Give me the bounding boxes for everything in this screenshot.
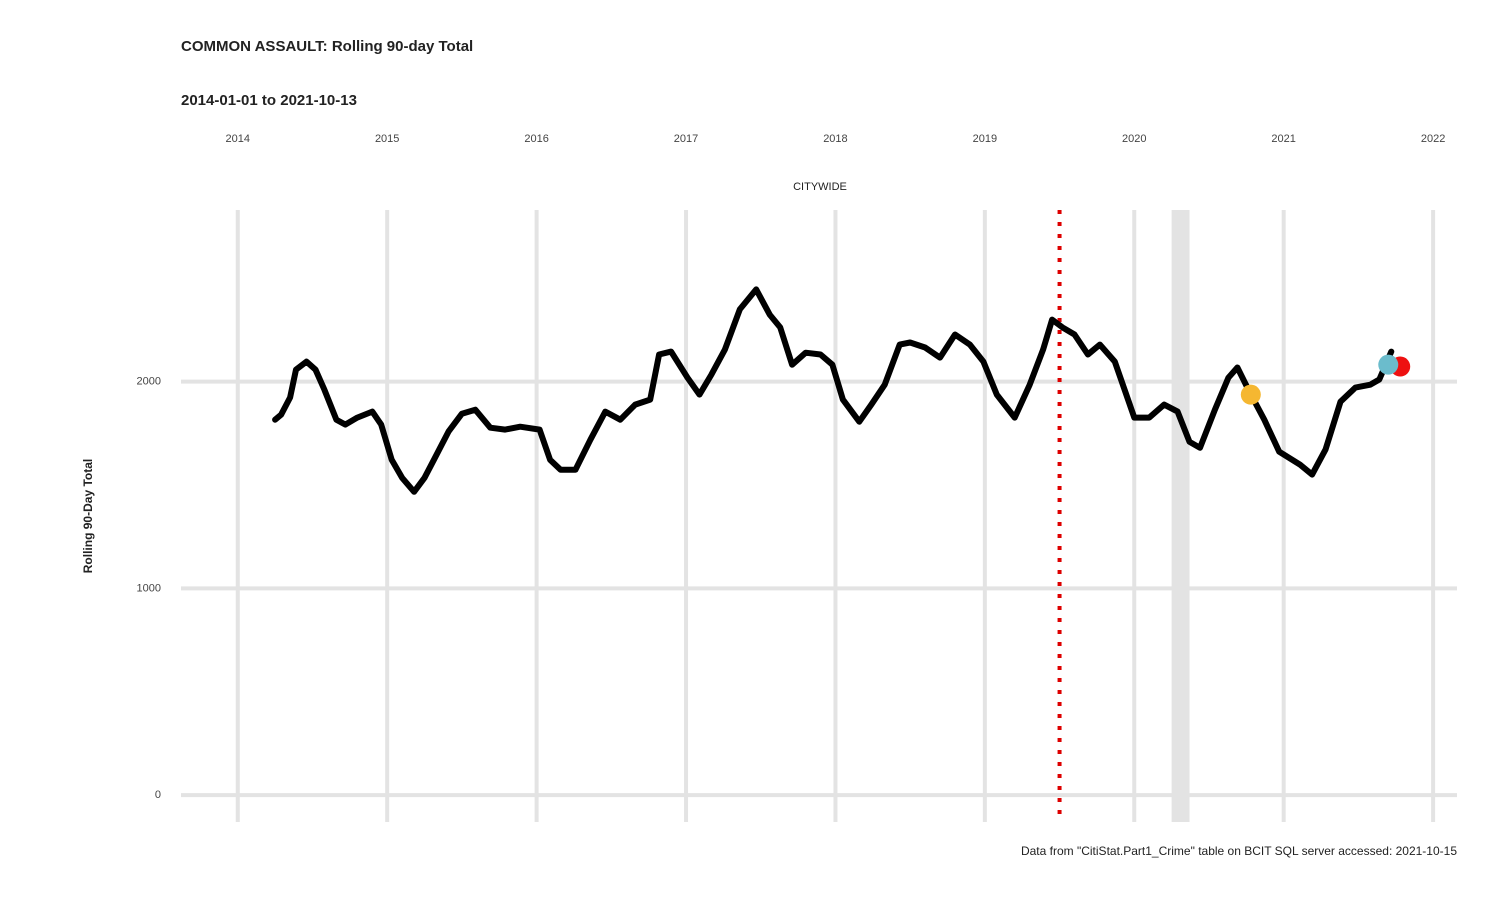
caption: Data from "CitiStat.Part1_Crime" table o… xyxy=(1021,844,1457,858)
x-tick-label: 2014 xyxy=(226,133,250,145)
y-axis-label: Rolling 90-Day Total xyxy=(81,459,95,573)
data-line xyxy=(272,286,1395,495)
x-tick-label: 2021 xyxy=(1271,133,1295,145)
chart-subtitle: 2014-01-01 to 2021-10-13 xyxy=(181,92,357,109)
shaded-period xyxy=(1171,210,1190,822)
highlight-point xyxy=(1378,354,1399,375)
facet-label: CITYWIDE xyxy=(793,181,847,193)
x-tick-label: 2022 xyxy=(1421,133,1445,145)
y-tick-label: 1000 xyxy=(137,582,161,594)
highlight-point xyxy=(1240,384,1261,405)
x-tick-label: 2016 xyxy=(524,133,548,145)
y-tick-label: 0 xyxy=(155,789,161,801)
chart-title: COMMON ASSAULT: Rolling 90-day Total xyxy=(181,38,473,55)
x-tick-label: 2020 xyxy=(1122,133,1146,145)
x-tick-label: 2015 xyxy=(375,133,399,145)
x-tick-label: 2017 xyxy=(674,133,698,145)
y-tick-label: 2000 xyxy=(137,376,161,388)
x-tick-label: 2019 xyxy=(973,133,997,145)
x-tick-label: 2018 xyxy=(823,133,847,145)
